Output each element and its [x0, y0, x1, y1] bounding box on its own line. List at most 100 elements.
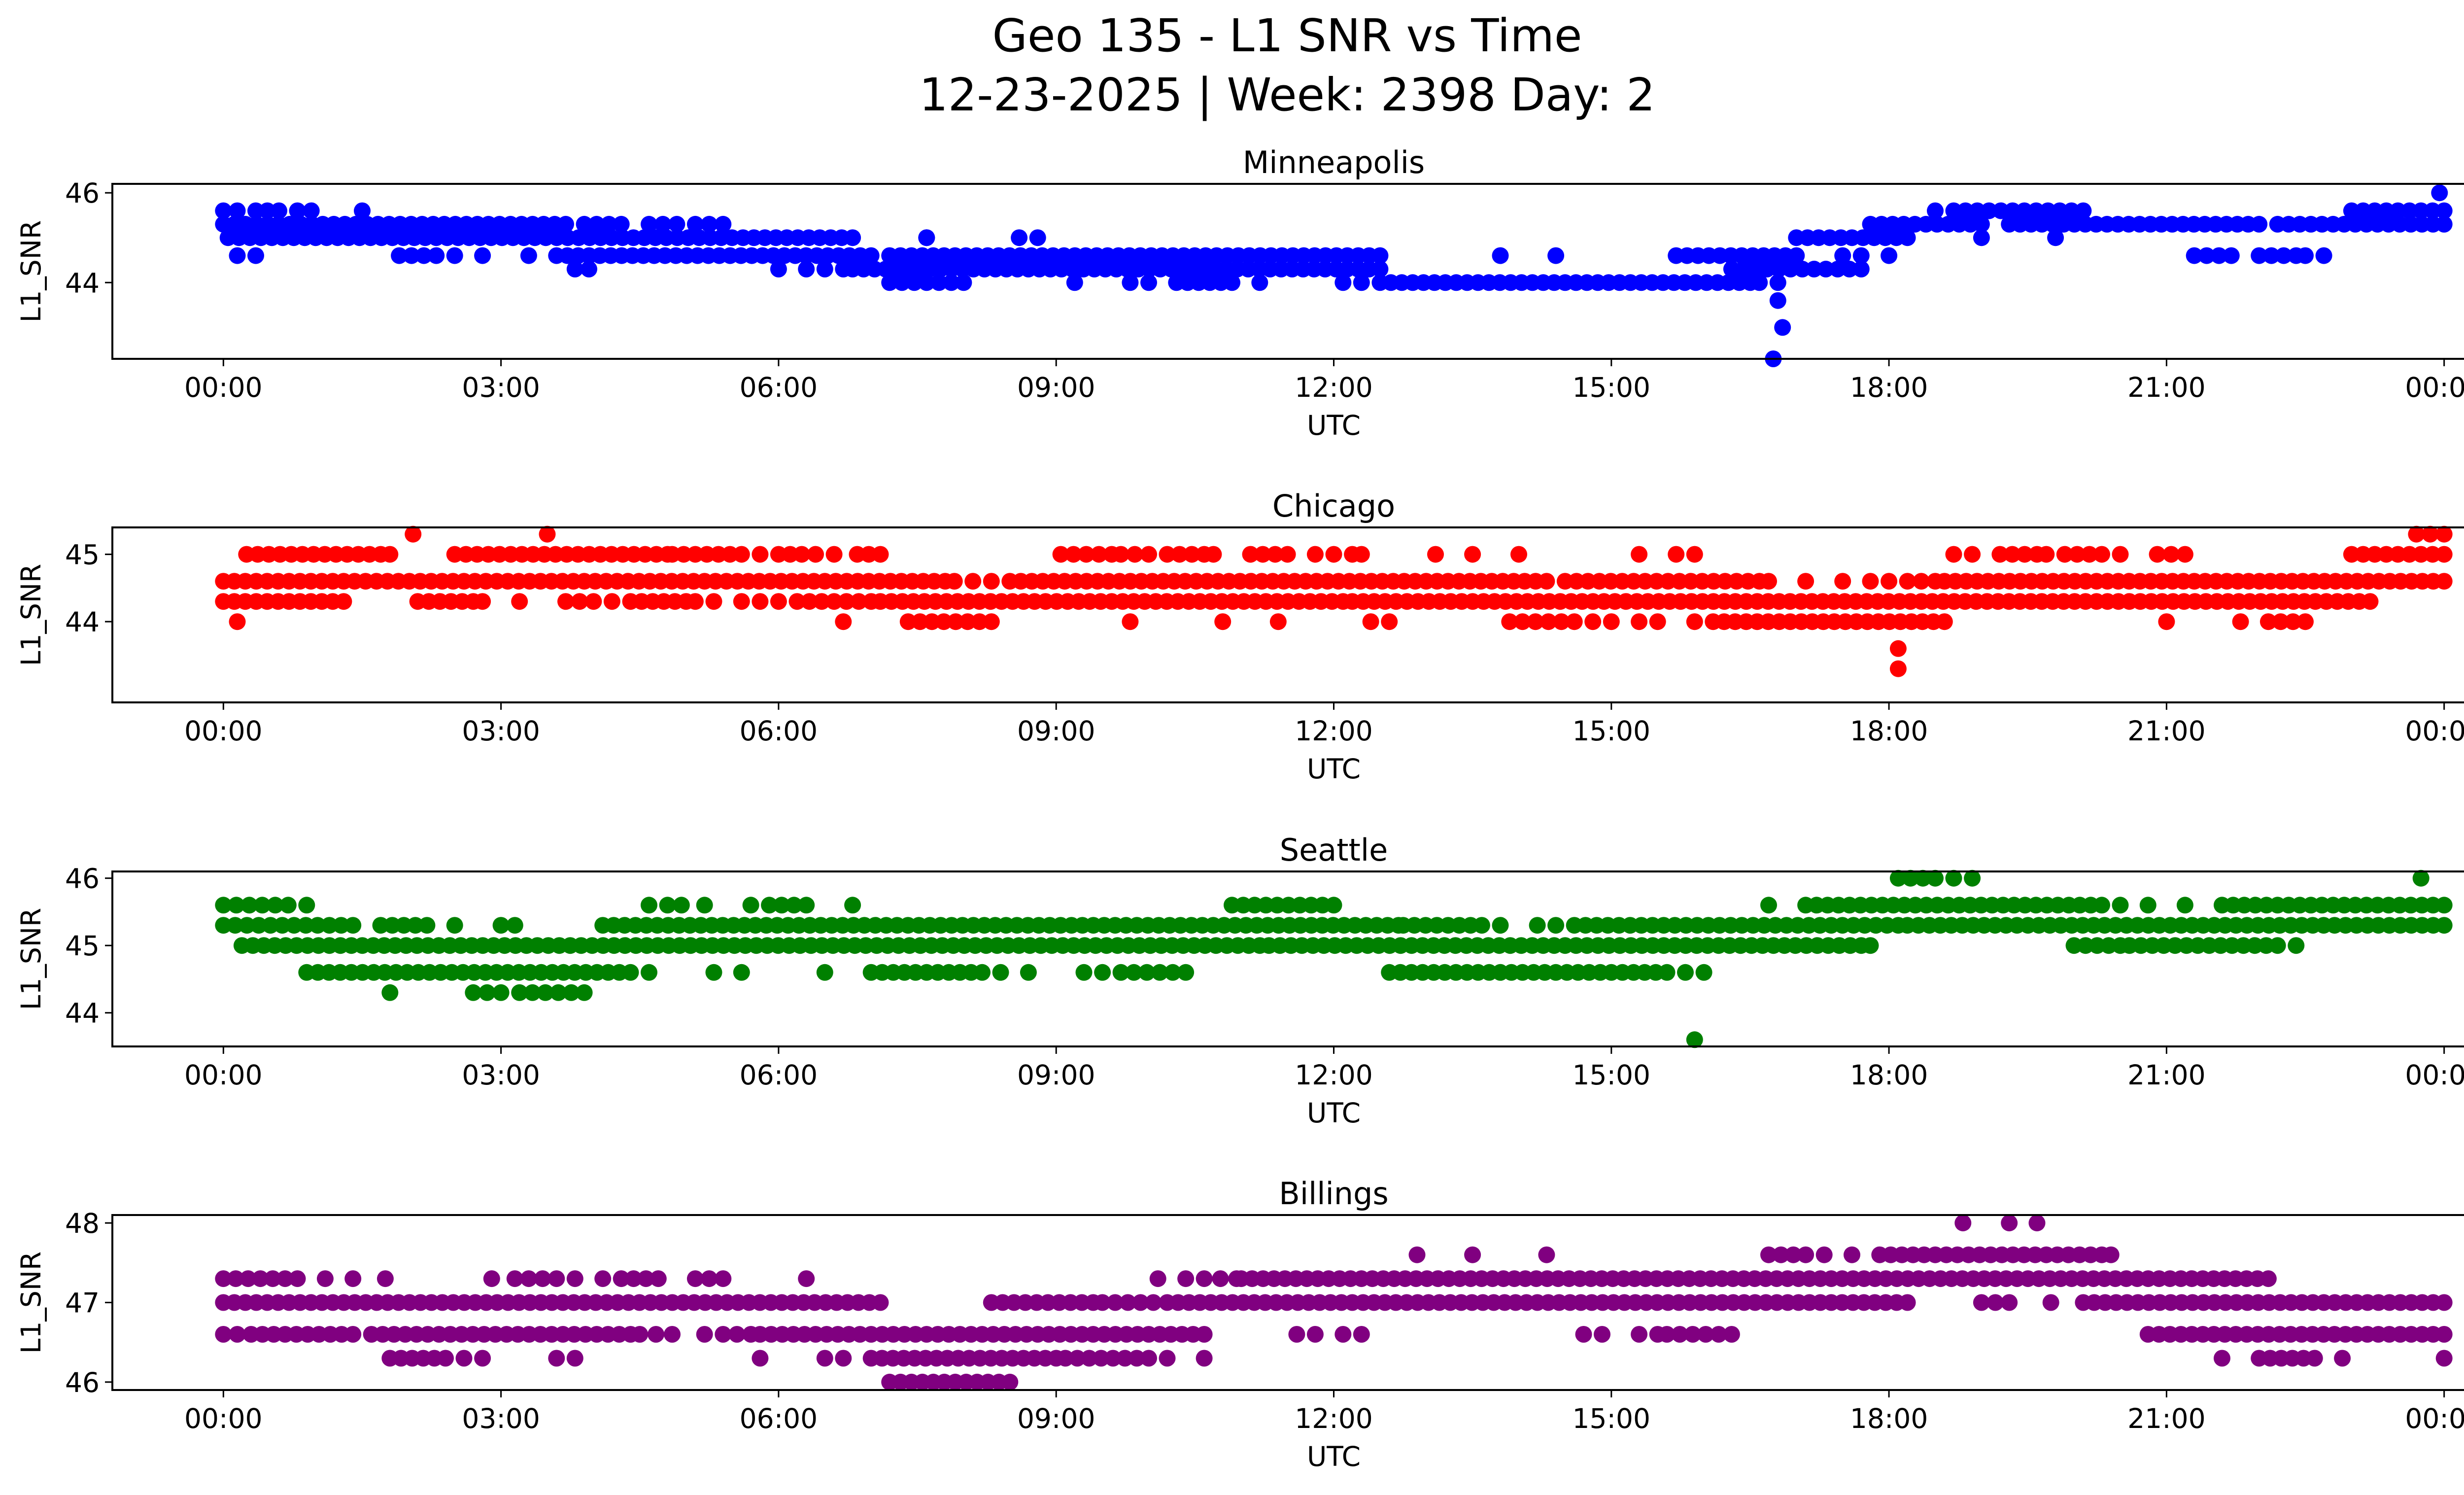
- x-tick-label: 15:00: [1573, 1059, 1651, 1091]
- data-point: [974, 964, 991, 981]
- data-point: [2378, 202, 2395, 219]
- data-point: [603, 593, 620, 610]
- data-point: [1769, 292, 1786, 309]
- data-point: [391, 247, 408, 264]
- data-point: [2424, 202, 2441, 219]
- x-tick-label: 18:00: [1850, 1059, 1928, 1091]
- data-point: [1834, 573, 1851, 590]
- data-point: [446, 917, 463, 934]
- data-point: [2361, 593, 2379, 610]
- x-axis-label: UTC: [1307, 410, 1361, 441]
- data-point: [1214, 613, 1232, 630]
- data-point: [506, 917, 523, 934]
- data-point: [2223, 247, 2240, 264]
- chart-title: Billings: [1279, 1176, 1388, 1212]
- data-point: [2343, 546, 2360, 563]
- data-point: [613, 215, 630, 233]
- data-point: [1464, 1246, 1481, 1263]
- data-point: [1817, 260, 1835, 278]
- chart-1: Chicago 00:00 03:00 06:00 09:00 12:00 15:00 18:…: [15, 488, 2464, 785]
- data-point: [2272, 613, 2289, 630]
- data-point: [1770, 260, 1787, 278]
- data-point: [798, 897, 815, 914]
- data-point: [2269, 937, 2286, 954]
- data-point: [2038, 546, 2055, 563]
- data-point: [1899, 1294, 1916, 1311]
- data-point: [959, 613, 976, 630]
- data-point: [1126, 546, 1143, 563]
- data-point: [838, 593, 855, 610]
- data-point: [581, 260, 597, 278]
- y-tick-label: 45: [65, 930, 100, 962]
- data-point: [588, 215, 605, 233]
- data-point: [1658, 1326, 1676, 1343]
- data-point: [1091, 546, 1107, 563]
- data-point: [654, 215, 672, 233]
- data-point: [1758, 260, 1776, 278]
- data-point: [2102, 1246, 2120, 1263]
- data-point: [825, 593, 843, 610]
- data-point: [1631, 1326, 1648, 1343]
- data-points: [215, 525, 2453, 677]
- data-point: [276, 1270, 294, 1287]
- x-tick-label: 18:00: [1850, 1403, 1928, 1434]
- data-point: [227, 917, 244, 934]
- data-point: [1128, 1350, 1145, 1367]
- data-point: [548, 1350, 565, 1367]
- data-point: [2112, 546, 2129, 563]
- y-tick-label: 47: [65, 1287, 100, 1319]
- chart-0: Minneapolis 00:00 03:00 06:00 09:00 12:00 15:0…: [15, 144, 2464, 441]
- data-point: [1649, 613, 1666, 630]
- data-point: [1116, 1350, 1133, 1367]
- data-point: [229, 202, 246, 219]
- data-point: [2412, 546, 2430, 563]
- x-tick-label: 00:00: [2405, 1059, 2464, 1091]
- data-point: [1936, 613, 1953, 630]
- data-point: [710, 546, 727, 563]
- data-point: [492, 917, 510, 934]
- data-point: [1945, 202, 1962, 219]
- data-point: [752, 1350, 769, 1367]
- x-tick-label: 00:00: [184, 372, 263, 403]
- data-point: [1538, 573, 1555, 590]
- data-point: [1094, 1294, 1111, 1311]
- data-point: [1760, 1246, 1777, 1263]
- x-tick-label: 15:00: [1573, 372, 1651, 403]
- data-point: [1889, 869, 1907, 887]
- data-point: [1774, 319, 1791, 336]
- x-tick-label: 15:00: [1573, 1403, 1651, 1434]
- data-point: [1547, 917, 1565, 934]
- data-point: [641, 215, 657, 233]
- data-point: [247, 202, 264, 219]
- x-tick-label: 21:00: [2127, 372, 2206, 403]
- data-point: [455, 1350, 473, 1367]
- data-point: [1501, 613, 1518, 630]
- data-point: [1991, 546, 2009, 563]
- data-point: [1957, 202, 1974, 219]
- data-point: [316, 1270, 334, 1287]
- data-point: [1138, 964, 1156, 981]
- data-point: [2435, 546, 2453, 563]
- data-point: [2028, 1215, 2046, 1232]
- data-point: [1381, 613, 1398, 630]
- data-point: [1492, 917, 1509, 934]
- data-point: [1686, 613, 1703, 630]
- data-point: [1279, 546, 1296, 563]
- data-point: [1254, 546, 1271, 563]
- data-point: [637, 1270, 654, 1287]
- data-point: [924, 613, 941, 630]
- data-point: [2100, 937, 2117, 954]
- x-tick-label: 09:00: [1017, 715, 1095, 747]
- data-point: [613, 1270, 630, 1287]
- data-point: [1746, 260, 1764, 278]
- data-point: [2315, 247, 2332, 264]
- data-point: [673, 897, 690, 914]
- data-point: [2355, 546, 2372, 563]
- data-point: [483, 1270, 500, 1287]
- data-point: [2158, 613, 2175, 630]
- data-point: [2435, 1294, 2453, 1311]
- x-tick-label: 21:00: [2127, 1403, 2206, 1434]
- data-point: [474, 247, 491, 264]
- data-point: [2259, 613, 2277, 630]
- data-point: [686, 546, 704, 563]
